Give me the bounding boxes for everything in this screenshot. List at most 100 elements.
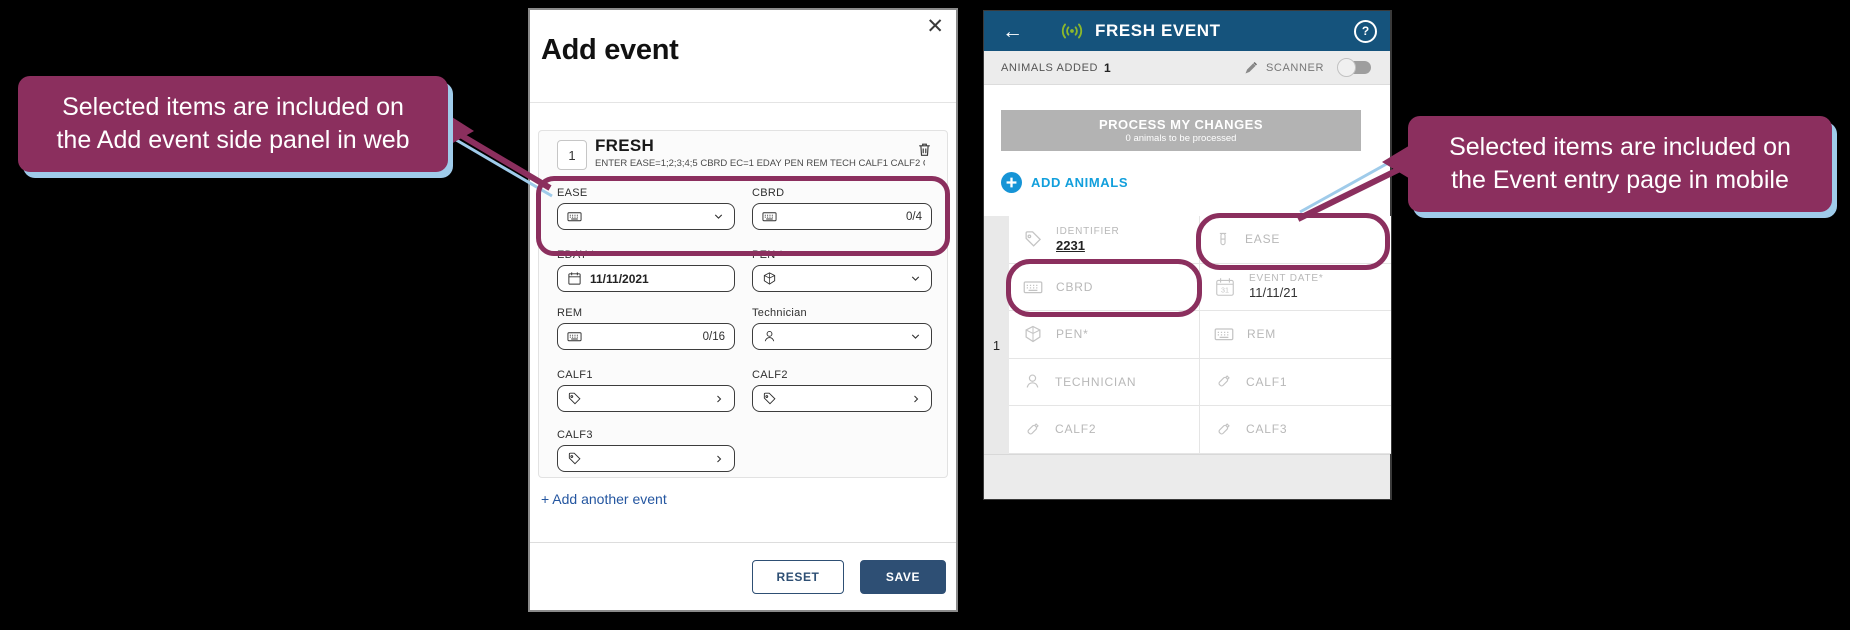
bottle-icon (1214, 372, 1233, 391)
signal-icon (1059, 22, 1085, 40)
callout-web: Selected items are included on the Add e… (18, 76, 448, 172)
cell-label: PEN* (1056, 327, 1089, 342)
mobile-fresh-event-panel: ← FRESH EVENT ? ANIMALS ADDED 1 SCANNER (983, 10, 1392, 500)
title-divider (530, 102, 956, 103)
scanner-toggle[interactable] (1337, 57, 1373, 77)
event-entry-grid: 1 IDENTIFIER 2231 EASE CBRD (984, 216, 1391, 454)
mobile-title: FRESH EVENT (1095, 21, 1221, 40)
mobile-header: ← FRESH EVENT ? (984, 11, 1390, 51)
vial-icon (1214, 230, 1232, 248)
field-ease: EASE (557, 187, 735, 230)
add-animals-button[interactable]: ADD ANIMALS (1001, 172, 1128, 193)
add-another-event-link[interactable]: + Add another event (541, 491, 667, 507)
chevron-down-icon (712, 210, 725, 223)
rem-input[interactable]: 0/16 (557, 323, 735, 350)
bottle-icon (1023, 420, 1042, 439)
keyboard-icon (1023, 277, 1043, 297)
help-icon[interactable]: ? (1354, 19, 1377, 43)
animals-added-count: 1 (1104, 60, 1111, 75)
field-pen: PEN * (752, 249, 932, 292)
close-icon[interactable]: ✕ (926, 15, 944, 38)
scanner-icon (1243, 60, 1259, 76)
field-label: EDAY * (557, 249, 596, 261)
keyboard-icon (1214, 324, 1234, 344)
person-icon (762, 329, 777, 344)
tag-icon (762, 391, 777, 406)
field-eday: EDAY * 11/11/2021 (557, 249, 735, 292)
bottle-icon (1214, 420, 1233, 439)
cbrd-input[interactable]: 0/4 (752, 203, 932, 230)
callout-text-line1: Selected items are included on (62, 93, 404, 121)
field-rem: REM 0/16 (557, 307, 735, 350)
tag-icon (567, 391, 582, 406)
cell-cbrd[interactable]: CBRD (1009, 263, 1200, 311)
cell-rem[interactable]: REM (1200, 311, 1391, 359)
char-counter: 0/4 (906, 210, 922, 223)
tag-icon (567, 451, 582, 466)
ease-select[interactable] (557, 203, 735, 230)
callout-text-line2: the Add event side panel in web (56, 126, 410, 154)
animals-added-label: ANIMALS ADDED (1001, 61, 1099, 74)
field-calf3: CALF3 (557, 429, 735, 472)
cell-technician[interactable]: TECHNICIAN (1009, 358, 1200, 406)
event-date-value: 11/11/21 (1249, 285, 1298, 301)
cell-ease[interactable]: EASE (1200, 216, 1391, 264)
field-label: CBRD (752, 187, 785, 199)
calf3-picker[interactable] (557, 445, 735, 472)
cell-label: EASE (1245, 232, 1281, 247)
toggle-knob (1337, 57, 1356, 77)
plus-circle-icon (1001, 172, 1022, 193)
field-label: REM (557, 307, 583, 319)
calf2-picker[interactable] (752, 385, 932, 412)
cell-label: TECHNICIAN (1055, 374, 1137, 389)
eday-date-input[interactable]: 11/11/2021 (557, 265, 735, 292)
field-label: Technician (752, 307, 807, 319)
chevron-down-icon (909, 330, 922, 343)
cell-label: CALF1 (1246, 374, 1288, 389)
add-animals-label: ADD ANIMALS (1031, 175, 1129, 190)
pen-select[interactable] (752, 265, 932, 292)
keyboard-icon (567, 329, 582, 344)
back-arrow-icon[interactable]: ← (1002, 19, 1023, 43)
save-button[interactable]: SAVE (860, 560, 946, 594)
row-number: 1 (992, 338, 1001, 353)
process-my-changes-button[interactable]: PROCESS MY CHANGES 0 animals to be proce… (1001, 110, 1361, 151)
cell-identifier[interactable]: IDENTIFIER 2231 (1009, 216, 1200, 264)
technician-select[interactable] (752, 323, 932, 350)
cell-label: CBRD (1056, 279, 1094, 294)
cell-event-date[interactable]: 31 EVENT DATE* 11/11/21 (1200, 264, 1391, 311)
cell-calf2[interactable]: CALF2 (1009, 406, 1200, 454)
chevron-right-icon (910, 393, 922, 405)
cell-label: EVENT DATE* (1249, 273, 1324, 285)
dialog-title: Add event (541, 34, 679, 66)
animals-added-bar: ANIMALS ADDED 1 SCANNER (984, 51, 1390, 85)
reset-button[interactable]: RESET (752, 560, 844, 594)
cell-calf3[interactable]: CALF3 (1200, 406, 1391, 454)
row-number-strip (984, 216, 1009, 454)
cell-label: CALF2 (1055, 422, 1097, 437)
person-icon (1023, 372, 1042, 391)
chevron-down-icon (909, 272, 922, 285)
add-event-dialog: ✕ Add event 1 FRESH ENTER EASE=1;2;3;4;5… (528, 8, 958, 612)
pen-icon (1023, 324, 1043, 344)
field-label: CALF3 (557, 429, 593, 441)
field-cbrd: CBRD 0/4 (752, 187, 932, 230)
process-label: PROCESS MY CHANGES (1098, 117, 1264, 132)
identifier-value[interactable]: 2231 (1056, 237, 1085, 253)
field-label: EASE (557, 187, 588, 199)
cell-pen[interactable]: PEN* (1009, 311, 1200, 359)
cell-calf1[interactable]: CALF1 (1200, 359, 1391, 406)
callout-text-line2: the Event entry page in mobile (1451, 166, 1789, 194)
field-calf2: CALF2 (752, 369, 932, 412)
calf1-picker[interactable] (557, 385, 735, 412)
chevron-right-icon (713, 453, 725, 465)
field-calf1: CALF1 (557, 369, 735, 412)
footer-divider (530, 542, 956, 543)
trash-icon[interactable] (916, 141, 933, 158)
event-name: FRESH (595, 136, 655, 155)
pen-icon (762, 271, 777, 286)
event-description: ENTER EASE=1;2;3;4;5 CBRD EC=1 EDAY PEN … (595, 158, 925, 169)
keyboard-icon (762, 209, 777, 224)
cell-label: CALF3 (1246, 422, 1288, 437)
